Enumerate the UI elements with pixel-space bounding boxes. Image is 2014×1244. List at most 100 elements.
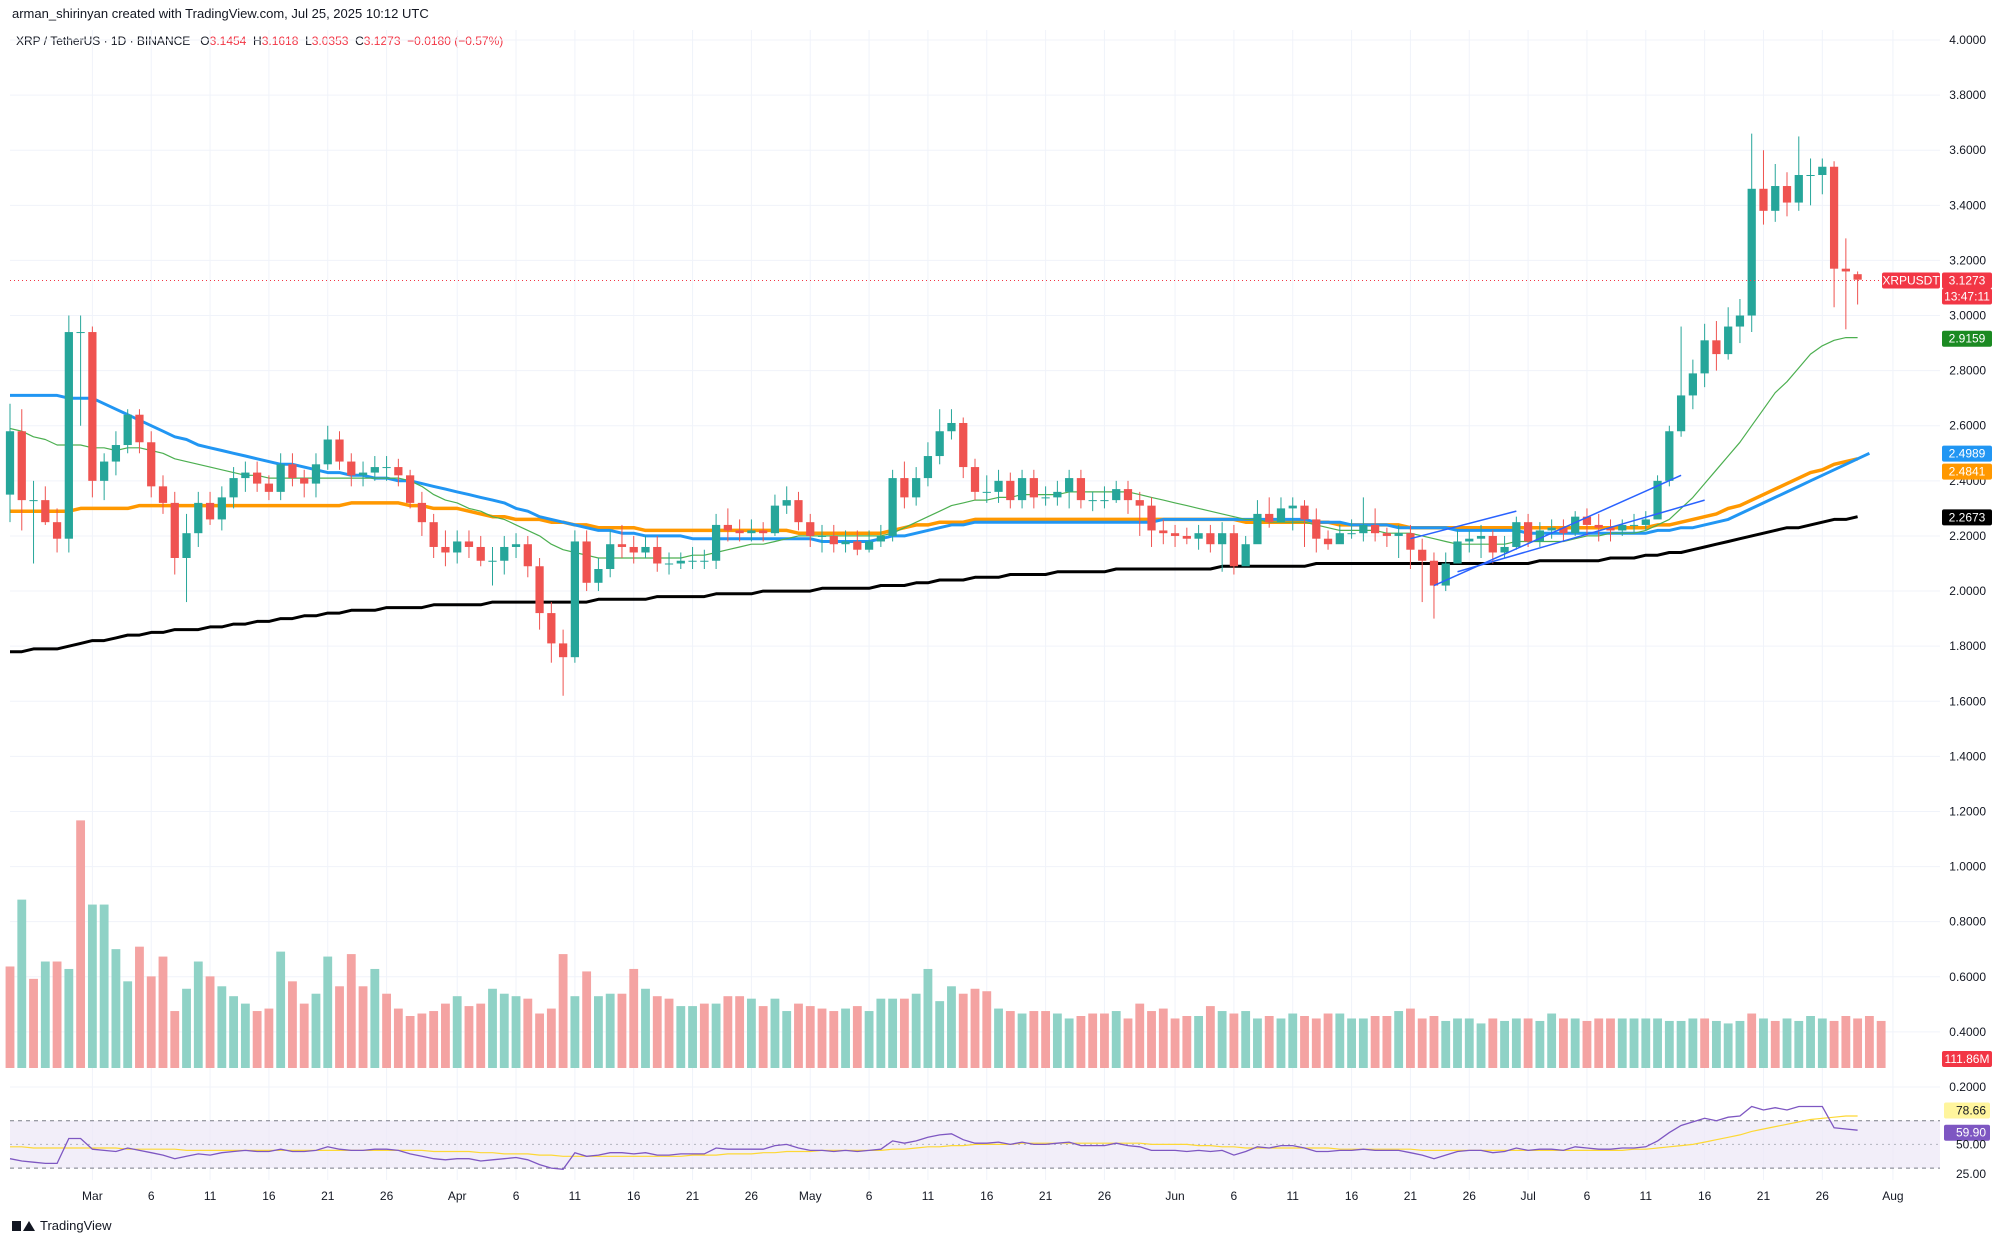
volume-bar — [841, 1008, 850, 1068]
volume-bar — [699, 1003, 709, 1068]
volume-bar — [323, 956, 333, 1068]
candle-body — [1547, 527, 1556, 531]
volume-bar — [958, 993, 968, 1068]
volume-bar — [76, 820, 86, 1068]
y-tick-label: 3.8000 — [1949, 88, 1986, 102]
candle-body — [1218, 533, 1227, 545]
candle-body — [1265, 513, 1274, 523]
candle-body — [135, 414, 144, 443]
time-axis[interactable]: Mar 6 11 16 21 26 Apr 6 11 16 21 26 May 6 11 16 21 26 Jun 6… — [82, 1189, 1904, 1203]
candle-body — [1582, 516, 1592, 525]
candle-body — [1394, 533, 1403, 536]
volume-bar — [888, 998, 898, 1068]
candle-body — [1641, 519, 1650, 525]
volume-bar — [1582, 1020, 1592, 1068]
candle-body — [241, 472, 250, 479]
candle-body — [1453, 541, 1462, 564]
volume-bar — [688, 1006, 697, 1068]
candle-body — [347, 461, 356, 476]
candle-body — [1559, 527, 1568, 534]
candle-body — [158, 486, 168, 503]
candle-body — [782, 500, 791, 506]
candle-body — [1312, 519, 1321, 539]
volume-bar — [1511, 1018, 1521, 1068]
candle-body — [29, 500, 38, 502]
volume-bar — [1194, 1016, 1204, 1068]
price-chart[interactable]: 4.0000 3.8000 3.6000 3.4000 3.2000 3.0000 2.80… — [0, 0, 2014, 1214]
ma-green-price-label-bg — [1942, 330, 1992, 347]
candle-body — [1594, 524, 1603, 528]
volume-bar — [1276, 1018, 1286, 1068]
volume-bar — [1676, 1020, 1686, 1068]
volume-bar — [1123, 1018, 1133, 1068]
candle-body — [888, 478, 897, 536]
volume-bar — [864, 1011, 874, 1068]
volume-last-label: 111.86M — [1945, 1052, 1990, 1066]
y-tick-label: 3.6000 — [1949, 143, 1986, 157]
candle-body — [1229, 533, 1239, 567]
volume-bar — [1429, 1016, 1439, 1068]
volume-bar — [1170, 1018, 1180, 1068]
volume-bar — [617, 993, 627, 1068]
tradingview-brand[interactable]: TradingView — [12, 1218, 112, 1233]
x-tick-label: 6 — [148, 1189, 155, 1203]
last-price-label-bg — [1942, 272, 1992, 289]
candle-body — [1418, 549, 1427, 561]
volume-bar — [1417, 1018, 1427, 1068]
volume-bar — [605, 993, 615, 1068]
candle-body — [1688, 373, 1697, 396]
candle-body — [853, 541, 862, 550]
candle-body — [1135, 500, 1144, 506]
volume-bar — [1241, 1011, 1251, 1068]
trendlines[interactable] — [10, 279, 1940, 587]
volume-bar — [511, 996, 521, 1068]
volume-bar — [1052, 1013, 1062, 1068]
symbol-legend: XRP / TetherUS · 1D · BINANCE O3.1454 H3… — [16, 34, 503, 48]
ma-black-price-label: 2.2673 — [1949, 510, 1986, 524]
ma-blue-price-label: 2.4989 — [1949, 447, 1986, 461]
x-tick-label: 26 — [1816, 1189, 1830, 1203]
volume-bar — [40, 961, 50, 1068]
candle-body — [900, 478, 909, 498]
y-tick-label: 4.0000 — [1949, 33, 1986, 47]
candle-body — [841, 541, 850, 545]
volume-bar — [1735, 1020, 1745, 1068]
volume-bar — [1476, 1023, 1486, 1068]
price-axis[interactable]: 4.0000 3.8000 3.6000 3.4000 3.2000 3.0000 2.80… — [1949, 33, 1986, 1094]
volume-bar — [1594, 1018, 1604, 1068]
rsi-level-label: 50.00 — [1956, 1137, 1986, 1151]
volume-bar — [676, 1006, 686, 1068]
volume-bar — [1100, 1013, 1109, 1068]
symbol-price-tag: XRPUSDT — [1882, 273, 1940, 287]
x-tick-label: Aug — [1882, 1189, 1903, 1203]
volume-bar — [1759, 1018, 1768, 1068]
candle-body — [1276, 508, 1286, 523]
volume-bar — [393, 1008, 403, 1068]
candle-body — [1076, 478, 1086, 501]
volume-bar — [488, 988, 497, 1068]
candle-body — [1535, 530, 1544, 542]
volume-bar — [1288, 1013, 1298, 1068]
volume-bar — [1111, 1011, 1121, 1068]
candle-body — [1571, 516, 1580, 534]
volume-bar — [652, 996, 662, 1068]
candle-body — [735, 530, 744, 534]
candle-body — [323, 439, 332, 465]
candle-body — [429, 522, 438, 547]
candle-body — [100, 461, 109, 481]
volume-bar — [1794, 1020, 1804, 1068]
candle-body — [817, 535, 827, 537]
candle-body — [1123, 489, 1133, 501]
volume-bar — [405, 1016, 415, 1068]
candle-body — [947, 422, 956, 432]
candle-body — [476, 546, 485, 561]
candle-body — [358, 472, 368, 476]
candle-body — [182, 533, 191, 558]
symbol-name[interactable]: XRP / TetherUS · 1D · BINANCE — [16, 34, 191, 48]
candle-body — [1100, 500, 1109, 502]
y-tick-label: 1.4000 — [1949, 749, 1986, 763]
x-tick-label: 26 — [1463, 1189, 1477, 1203]
volume-bar — [911, 993, 921, 1068]
candle-body — [1724, 326, 1733, 355]
candle-body — [1335, 533, 1344, 545]
